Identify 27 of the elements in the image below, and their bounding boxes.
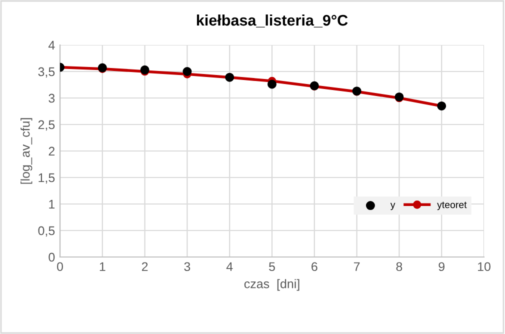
y-tick-label: 2 [48, 146, 55, 156]
legend-label: y [390, 202, 396, 210]
y-tick-label: 2,5 [38, 120, 55, 131]
y-axis-title: [log_av_cfu] [20, 118, 32, 184]
x-tick-label: 9 [438, 262, 444, 272]
legend-label: yteoret [437, 202, 467, 210]
y-tick-label: 3,5 [38, 67, 55, 78]
y-tick-label: 4 [48, 40, 55, 50]
y-tick-label: 0 [48, 252, 55, 262]
chart-title: kiełbasa_listeria_9°C [196, 14, 348, 28]
point [268, 80, 276, 89]
y-tick-label: 1,5 [38, 173, 55, 184]
point [182, 67, 192, 76]
y-tick-label: 0,5 [38, 226, 55, 237]
x-tick-label: 4 [226, 262, 233, 271]
y-tick-label: 3 [48, 94, 55, 103]
x-tick-label: 5 [269, 262, 275, 272]
x-tick-label: 1 [100, 262, 106, 271]
y-tick-label: 1 [49, 200, 55, 209]
x-tick-label: 8 [396, 262, 402, 272]
x-tick-label: 3 [184, 262, 190, 272]
x-axis-title: czas [dni] [244, 279, 300, 291]
x-tick-label: 0 [57, 262, 63, 272]
x-tick-label: 7 [354, 262, 360, 271]
x-tick-label: 10 [478, 262, 490, 272]
x-tick-label: 6 [312, 262, 318, 272]
x-tick-label: 2 [142, 262, 148, 271]
